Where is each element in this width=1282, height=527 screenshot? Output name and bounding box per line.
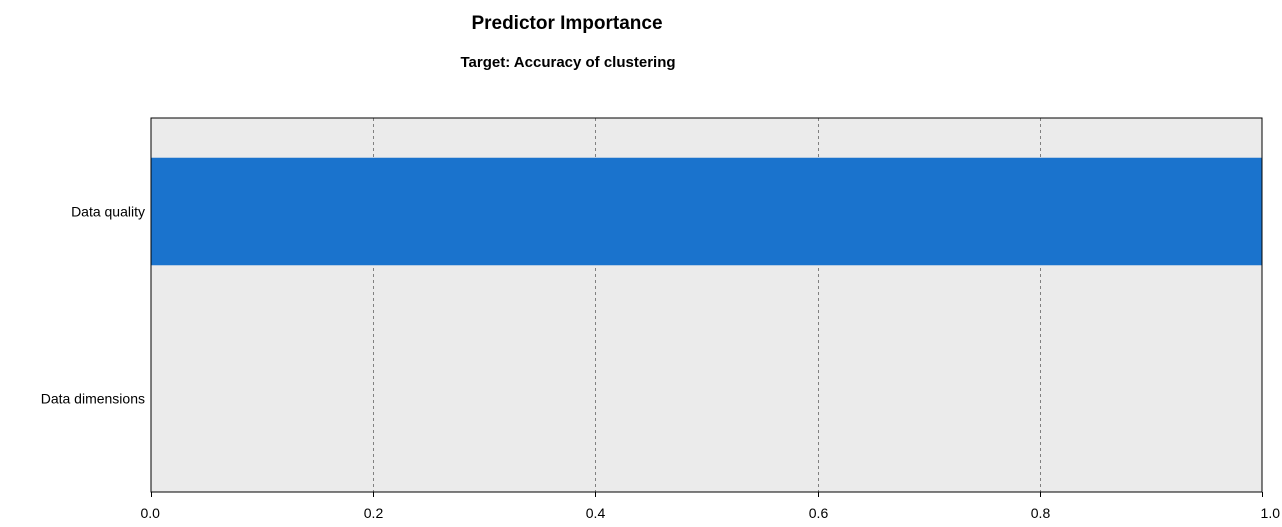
x-tick-label: 0.2 [364, 505, 384, 521]
chart-title: Predictor Importance [471, 13, 662, 34]
bars [151, 157, 1262, 266]
x-axis: 0.0 0.2 0.4 0.6 0.8 1.0 [141, 492, 1281, 521]
x-tick-label: 0.4 [586, 505, 606, 521]
category-labels: Data quality Data dimensions [41, 204, 145, 407]
x-tick-label: 0.6 [809, 505, 829, 521]
chart-subtitle: Target: Accuracy of clustering [460, 54, 675, 71]
x-tick-label: 0.0 [141, 505, 161, 521]
bar [151, 157, 1262, 266]
category-label: Data quality [71, 204, 145, 220]
category-label: Data dimensions [41, 391, 145, 407]
plot-frame [150, 117, 1263, 493]
x-tick-label: 0.8 [1031, 505, 1051, 521]
x-tick-label: 1.0 [1261, 505, 1281, 521]
